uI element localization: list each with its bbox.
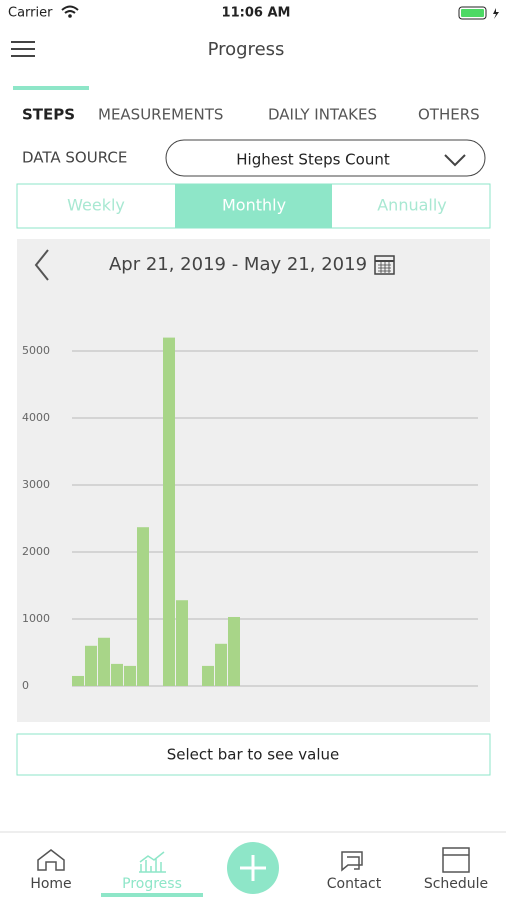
bar[interactable] (111, 663, 123, 686)
bar[interactable] (137, 527, 149, 686)
y-tick-label: 5000 (22, 344, 50, 357)
period-selected (175, 184, 332, 228)
schedule-icon (442, 847, 470, 873)
tab-indicator (13, 86, 89, 90)
date-range: Apr 21, 2019 - May 21, 2019 (109, 254, 367, 275)
nav-indicator (101, 893, 203, 897)
data-source-value: Highest Steps Count (236, 151, 390, 169)
tab[interactable]: STEPS (22, 106, 75, 124)
nav-label[interactable]: Schedule (424, 876, 488, 892)
tab[interactable]: OTHERS (418, 106, 480, 124)
data-source-label: DATA SOURCE (22, 149, 127, 167)
y-tick-label: 4000 (22, 411, 50, 424)
battery-level (461, 9, 484, 17)
hint-box (16, 733, 491, 776)
previous-button[interactable] (34, 249, 49, 281)
bar[interactable] (176, 600, 188, 686)
nav-label[interactable]: Home (30, 876, 71, 892)
calendar-body (374, 255, 395, 275)
bar[interactable] (163, 337, 175, 686)
calendar-grid (378, 262, 391, 273)
home-icon (37, 849, 65, 871)
bar[interactable] (228, 616, 240, 686)
carrier: Carrier (8, 6, 53, 21)
tab[interactable]: DAILY INTAKES (268, 106, 377, 124)
page-title: Progress (208, 39, 285, 60)
y-tick-label: 3000 (22, 478, 50, 491)
bar[interactable] (202, 665, 214, 686)
clock: 11:06 AM (222, 6, 291, 21)
contact-icon (341, 851, 363, 872)
wifi-icon (61, 5, 79, 14)
tab[interactable]: MEASUREMENTS (98, 106, 223, 124)
hint-text: Select bar to see value (167, 746, 340, 764)
y-tick-label: 2000 (22, 545, 50, 558)
add-icon (240, 855, 266, 881)
chart-panel (17, 239, 490, 722)
y-tick-label: 0 (22, 679, 29, 692)
menu-button[interactable] (11, 41, 35, 57)
dropdown-chevron (444, 154, 466, 167)
charge-icon (493, 8, 499, 19)
bar[interactable] (98, 637, 110, 686)
data-source-dropdown[interactable] (165, 139, 486, 177)
nav-label[interactable]: Contact (327, 876, 382, 892)
nav-label[interactable]: Progress (122, 876, 182, 892)
period-option[interactable]: Weekly (67, 196, 125, 215)
period-option[interactable]: Monthly (222, 196, 286, 215)
bar[interactable] (72, 675, 84, 686)
bar[interactable] (85, 645, 97, 686)
progress-icon (139, 851, 166, 873)
battery (458, 6, 487, 20)
bar[interactable] (124, 665, 136, 686)
period-option[interactable]: Annually (377, 196, 447, 215)
y-tick-label: 1000 (22, 612, 50, 625)
calendar-icon[interactable] (374, 255, 395, 275)
bar[interactable] (215, 643, 227, 686)
wifi-dot (68, 14, 72, 18)
